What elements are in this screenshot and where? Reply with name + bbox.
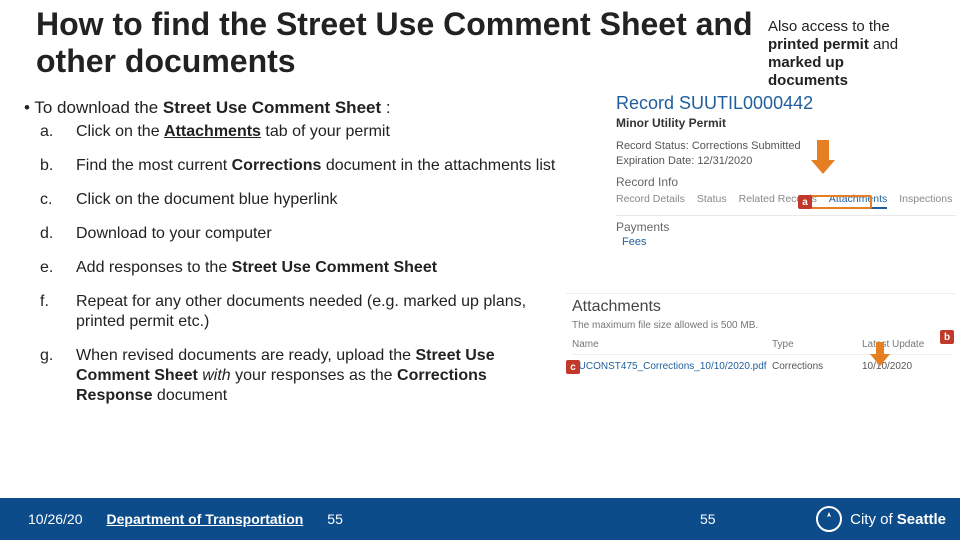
step-item: b.Find the most current Corrections docu… — [40, 156, 560, 176]
record-panel: Record SUUTIL0000442 Minor Utility Permi… — [616, 93, 956, 268]
callout-line3: marked up — [768, 54, 844, 71]
step-item: f.Repeat for any other documents needed … — [40, 292, 560, 332]
marker-c: c — [566, 360, 580, 374]
col-type: Type — [772, 335, 862, 355]
highlight-box-a — [810, 195, 872, 209]
attachment-type: Corrections — [772, 355, 862, 378]
step-letter: g. — [40, 346, 76, 406]
footer-page-right: 55 — [700, 511, 716, 527]
fees-link[interactable]: Fees — [622, 236, 956, 248]
slide: How to find the Street Use Comment Sheet… — [0, 0, 960, 540]
record-tab[interactable]: Status — [697, 193, 727, 209]
step-item: e.Add responses to the Street Use Commen… — [40, 258, 560, 278]
step-letter: d. — [40, 224, 76, 244]
step-text: Download to your computer — [76, 224, 560, 244]
callout-line4: documents — [768, 72, 848, 89]
record-tab[interactable]: Record Details — [616, 193, 685, 209]
intro-bold: Street Use Comment Sheet — [163, 98, 381, 117]
step-text: When revised documents are ready, upload… — [76, 346, 560, 406]
step-text: Find the most current Corrections docume… — [76, 156, 560, 176]
slide-title: How to find the Street Use Comment Sheet… — [36, 6, 756, 80]
step-text: Click on the document blue hyperlink — [76, 190, 560, 210]
step-text: Repeat for any other documents needed (e… — [76, 292, 560, 332]
step-letter: f. — [40, 292, 76, 332]
step-item: c.Click on the document blue hyperlink — [40, 190, 560, 210]
intro-line: • To download the Street Use Comment She… — [24, 98, 391, 118]
record-status: Record Status: Corrections Submitted — [616, 140, 956, 152]
callout-text: Also access to the printed permit and ma… — [768, 18, 948, 90]
record-expiration: Expiration Date: 12/31/2020 — [616, 155, 956, 167]
record-tab[interactable]: Inspections — [899, 193, 952, 209]
attachment-link[interactable]: SUCONST475_Corrections_10/10/2020.pdf — [572, 355, 772, 378]
step-letter: c. — [40, 190, 76, 210]
attachments-note: The maximum file size allowed is 500 MB. — [566, 316, 956, 335]
callout-line2-rest: and — [869, 36, 898, 53]
logo-city-of: City of — [850, 511, 897, 528]
seattle-logo: City of Seattle — [816, 506, 946, 532]
callout-line1: Also access to the — [768, 18, 890, 35]
col-name: Name — [572, 335, 772, 355]
record-subtitle: Minor Utility Permit — [616, 116, 956, 130]
footer-bar: 10/26/20 Department of Transportation 55… — [0, 498, 960, 540]
step-letter: a. — [40, 122, 76, 142]
step-item: d.Download to your computer — [40, 224, 560, 244]
footer-date: 10/26/20 — [28, 511, 83, 527]
intro-prefix: • To download the — [24, 98, 163, 117]
step-letter: b. — [40, 156, 76, 176]
logo-seattle: Seattle — [897, 511, 946, 528]
attachments-title: Attachments — [566, 294, 956, 316]
marker-a: a — [798, 195, 812, 209]
step-letter: e. — [40, 258, 76, 278]
payments-heading: Payments — [616, 220, 956, 234]
intro-suffix: : — [381, 98, 390, 117]
record-tabs: Record DetailsStatusRelated RecordsAttac… — [616, 193, 956, 209]
attachments-table: Name Type Latest Update SUCONST475_Corre… — [566, 335, 956, 378]
callout-line2-bold: printed permit — [768, 36, 869, 53]
record-title: Record SUUTIL0000442 — [616, 93, 956, 114]
record-info-heading: Record Info — [616, 175, 956, 189]
divider — [616, 215, 956, 216]
marker-b: b — [940, 330, 954, 344]
step-text: Add responses to the Street Use Comment … — [76, 258, 560, 278]
step-text: Click on the Attachments tab of your per… — [76, 122, 560, 142]
footer-page-left: 55 — [327, 511, 343, 527]
step-item: a.Click on the Attachments tab of your p… — [40, 122, 560, 142]
footer-dept: Department of Transportation — [107, 511, 304, 527]
step-item: g.When revised documents are ready, uplo… — [40, 346, 560, 406]
seattle-seal-icon — [816, 506, 842, 532]
attachments-panel: Attachments The maximum file size allowe… — [566, 293, 956, 398]
steps-list: a.Click on the Attachments tab of your p… — [40, 122, 560, 420]
seattle-logo-text: City of Seattle — [850, 511, 946, 528]
